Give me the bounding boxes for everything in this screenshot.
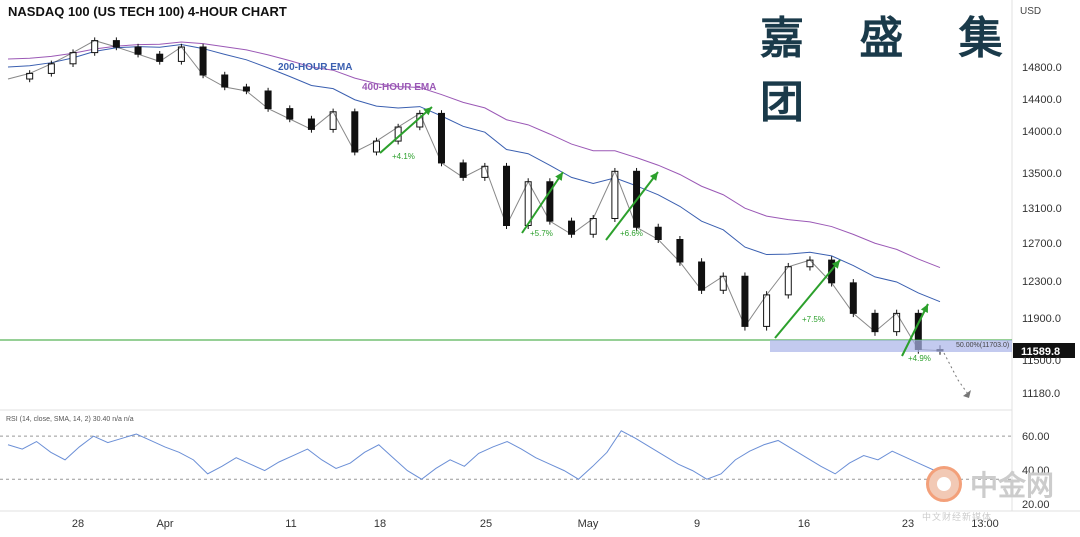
y-tick-label: 11180.0	[1022, 388, 1060, 400]
price-line	[7, 40, 941, 352]
candle-body	[784, 266, 792, 296]
projection-arrowhead	[963, 390, 971, 398]
rsi-tick-label: 60.00	[1022, 431, 1050, 443]
candle-body	[503, 165, 511, 226]
x-tick-label: 9	[694, 518, 700, 530]
candle-body	[91, 40, 99, 54]
rsi-label: RSI (14, close, SMA, 14, 2) 30.40 n/a n/…	[6, 416, 134, 423]
rally-arrowhead	[831, 260, 840, 269]
last-price-box	[1013, 343, 1075, 358]
ema-lines: 200-HOUR EMA 400-HOUR EMA	[7, 41, 941, 303]
rally-annotation: +4.1%	[392, 152, 415, 161]
rally-arrowhead	[423, 107, 432, 116]
candle-body	[589, 218, 597, 235]
rsi-tick-label: 40.00	[1022, 465, 1050, 477]
rally-arrowhead	[555, 172, 563, 181]
y-tick-label: 12300.0	[1022, 276, 1062, 288]
x-axis: 28 Apr 11 18 25 May 9 16 23 13:00	[72, 518, 999, 530]
candle-body	[437, 112, 445, 164]
chart-title: NASDAQ 100 (US TECH 100) 4-HOUR CHART	[8, 4, 287, 19]
rally-arrow	[379, 106, 433, 154]
projection-arrow	[943, 352, 969, 395]
ema-400-line	[7, 41, 941, 269]
watermark-logo-icon	[926, 466, 962, 502]
y-tick-label: 13100.0	[1022, 203, 1062, 215]
chart-grid	[0, 0, 1080, 512]
y-tick-label: 11900.0	[1022, 313, 1061, 325]
y-tick-label: 14400.0	[1022, 94, 1062, 106]
watermark: 中金网 中文财经新媒体	[920, 462, 1070, 532]
y-tick-label: 11500.0	[1022, 355, 1061, 367]
candle-body	[719, 275, 727, 291]
y-tick-label: 12700.0	[1022, 238, 1062, 250]
candle-body	[329, 111, 337, 130]
x-tick-label: 11	[285, 518, 296, 530]
y-axis: USD 14800.0 14400.0 14000.0 13500.0 13100.0 12…	[1020, 6, 1062, 400]
rally-arrows: +4.1% +5.7% +6.6% +7.5% +4.9%	[379, 106, 931, 363]
y-tick-label: 13500.0	[1022, 168, 1062, 180]
y-tick-label: 14800.0	[1022, 62, 1062, 74]
candle-body	[459, 162, 467, 178]
rsi-tick-label: 20.00	[1022, 499, 1050, 511]
rally-arrow	[901, 303, 929, 357]
candle-body	[849, 282, 857, 314]
rally-arrowhead	[920, 304, 928, 313]
x-tick-label: 25	[480, 518, 492, 530]
x-tick-label: 23	[902, 518, 914, 530]
x-tick-label: 13:00	[971, 518, 999, 530]
x-tick-label: Apr	[156, 518, 173, 530]
support-label: 50.00%(11703.0)	[956, 342, 1009, 349]
ema-200-label: 200-HOUR EMA	[278, 62, 352, 73]
rally-annotation: +7.5%	[802, 315, 825, 324]
support-zone: 50.00%(11703.0) 11589.8	[0, 339, 1075, 398]
candle-body	[676, 239, 684, 263]
candle-body	[372, 140, 380, 153]
rally-arrow	[605, 171, 659, 241]
rally-arrowhead	[649, 172, 658, 181]
ema-200-line	[7, 44, 941, 303]
brand-logo: 嘉 盛 集 团	[760, 13, 1023, 128]
candle-body	[611, 170, 619, 220]
y-tick-label: 14000.0	[1022, 126, 1062, 138]
rally-annotation: +5.7%	[530, 229, 553, 238]
candle-body	[698, 261, 706, 291]
candle-body	[763, 294, 771, 327]
y-axis-unit: USD	[1020, 6, 1041, 17]
last-price-label: 11589.8	[1021, 346, 1060, 358]
watermark-tagline: 中文财经新媒体	[922, 512, 993, 522]
watermark-name: 中金网	[970, 469, 1055, 502]
rally-annotation: +6.6%	[620, 229, 643, 238]
candle-body	[871, 312, 879, 333]
rsi-line	[7, 430, 936, 480]
candle-body	[264, 90, 272, 110]
support-box	[770, 340, 1012, 352]
x-tick-label: 16	[798, 518, 810, 530]
ema-400-label: 400-HOUR EMA	[362, 82, 436, 93]
x-tick-label: May	[578, 518, 599, 530]
candle-body	[69, 52, 77, 65]
price-candles	[7, 37, 944, 355]
candle-body	[199, 46, 207, 76]
rally-annotation: +4.9%	[908, 354, 931, 363]
candle-body	[654, 226, 662, 240]
x-tick-label: 28	[72, 518, 84, 530]
candle-body	[741, 275, 749, 327]
x-tick-label: 18	[374, 518, 386, 530]
rsi-panel: RSI (14, close, SMA, 14, 2) 30.40 n/a n/…	[0, 416, 1050, 511]
candle-body	[351, 111, 359, 153]
rally-arrow	[521, 171, 564, 234]
rally-arrow	[774, 259, 841, 339]
candle-body	[221, 74, 229, 88]
